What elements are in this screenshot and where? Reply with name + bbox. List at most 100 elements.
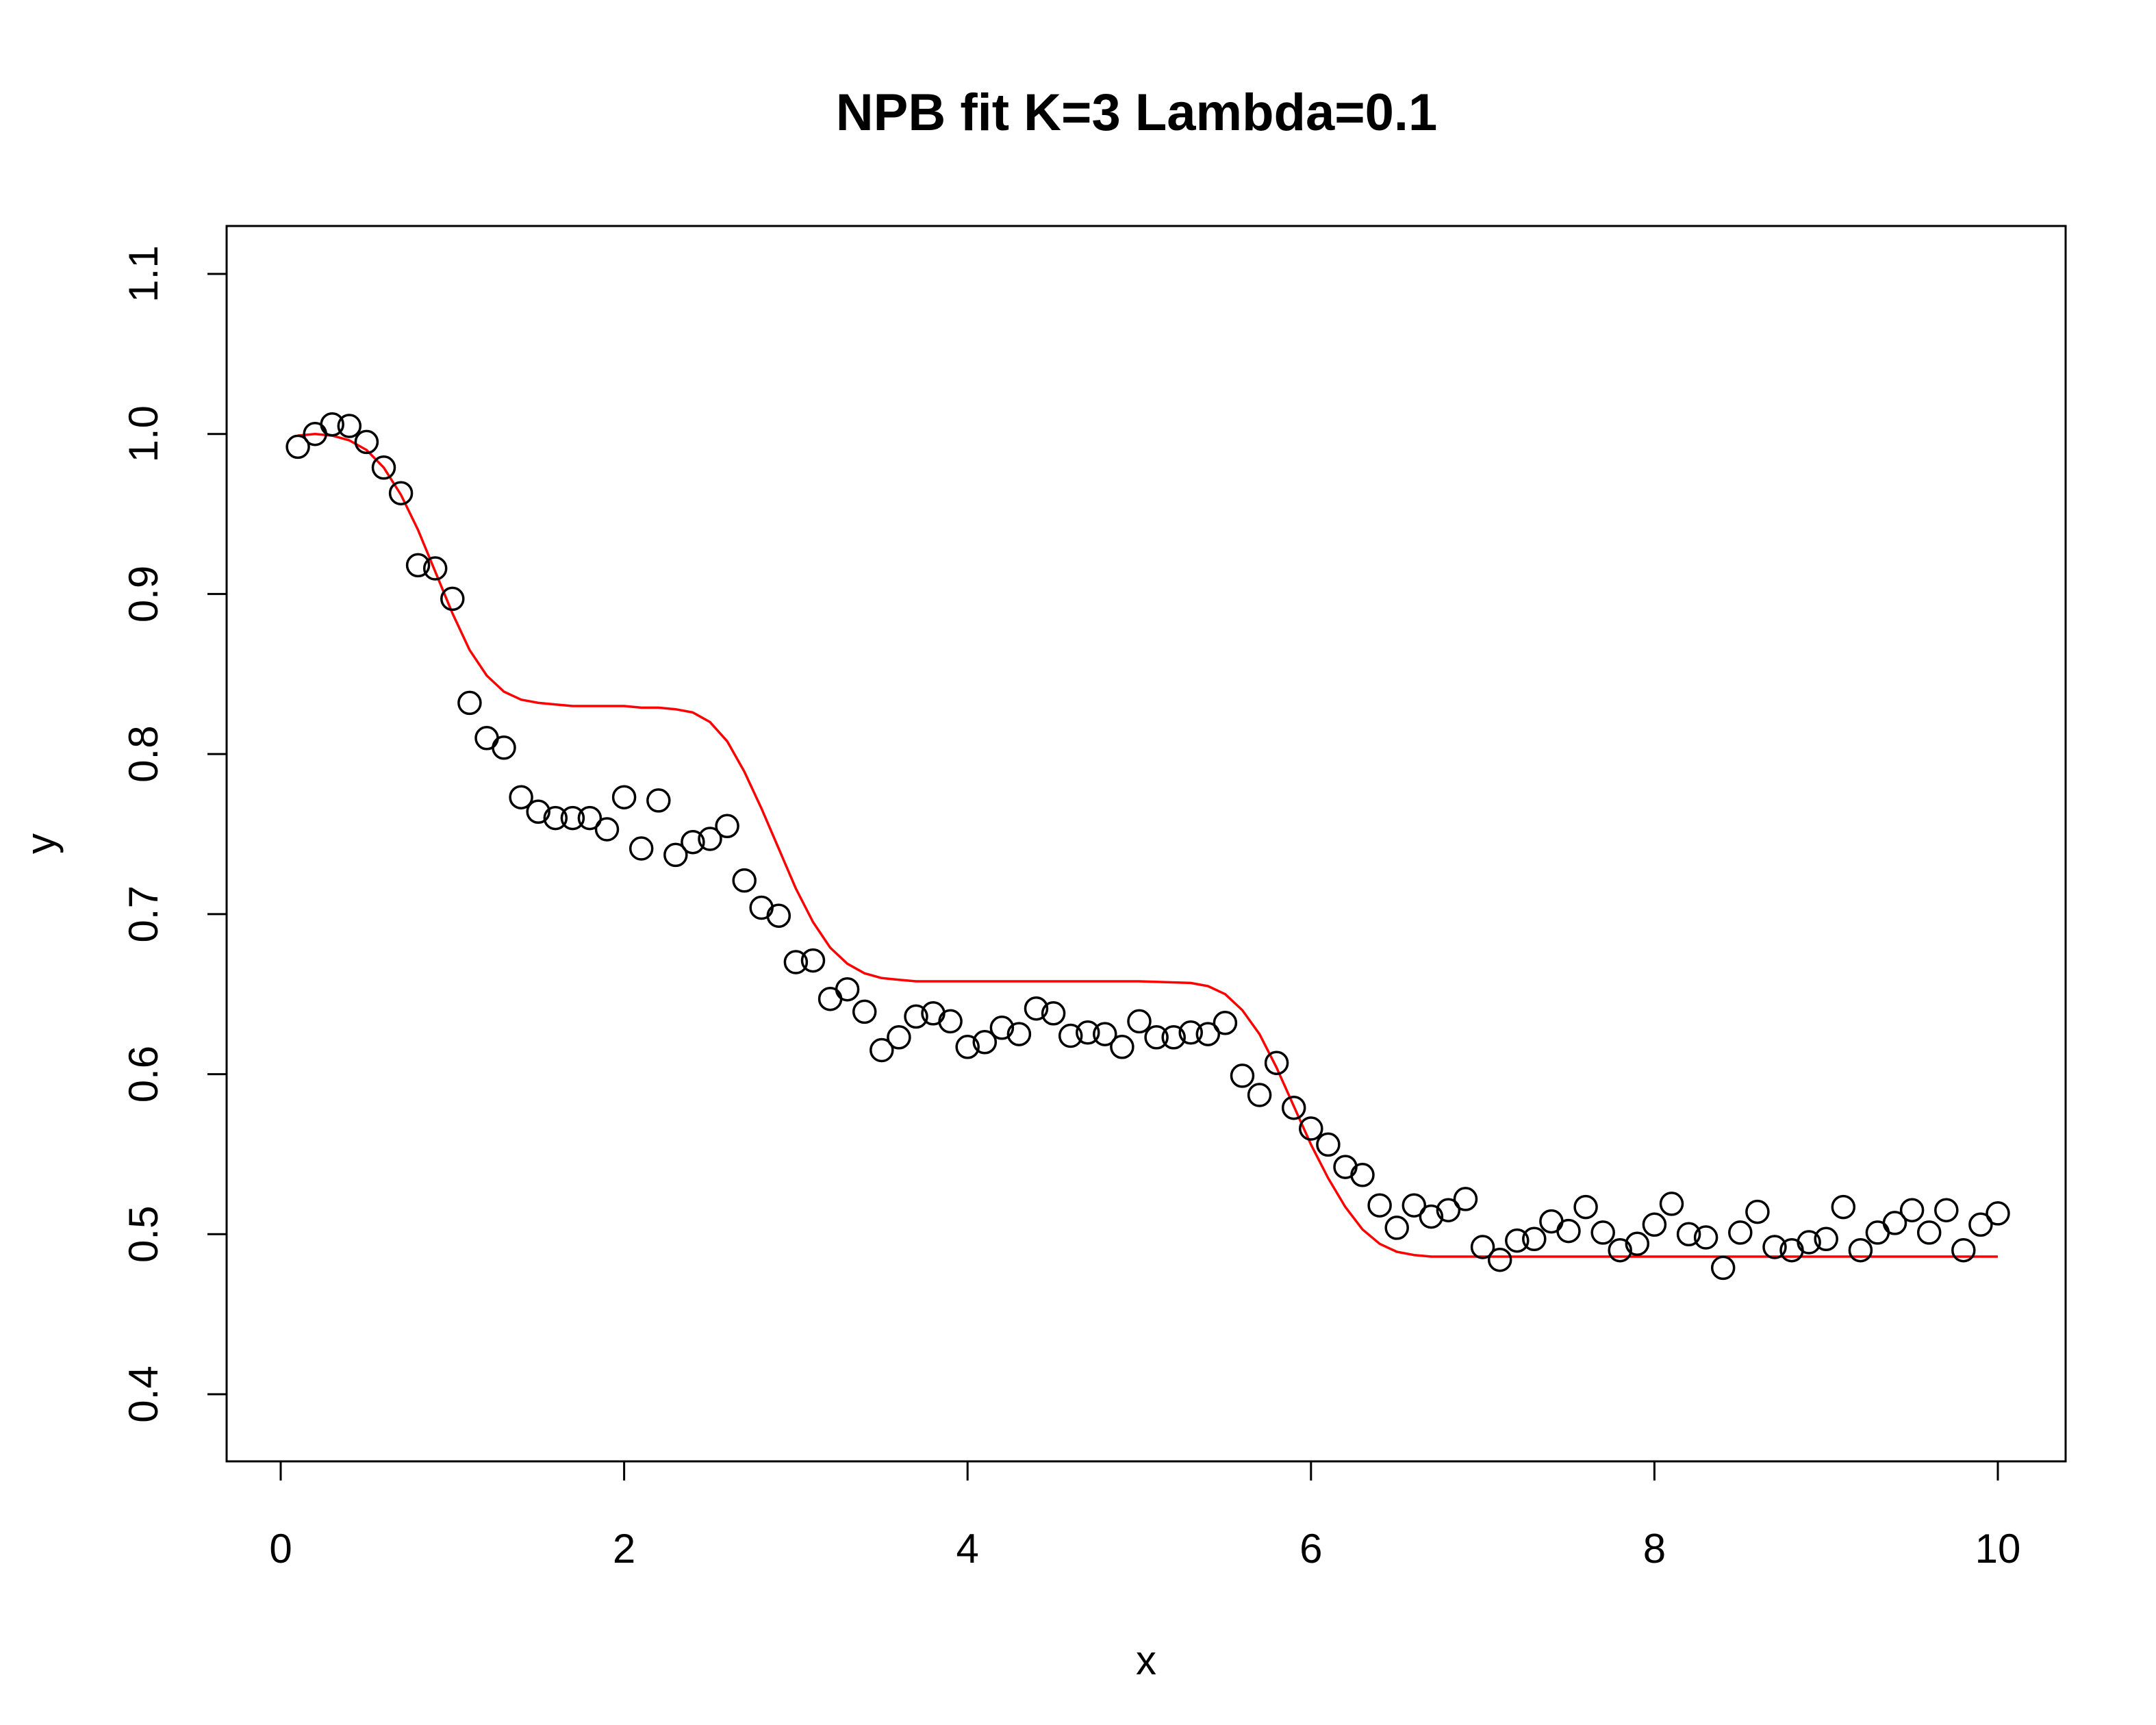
- data-point: [320, 412, 344, 437]
- fit-line: [297, 432, 1998, 1258]
- x-tick-label: 0: [269, 1526, 292, 1572]
- data-point: [371, 455, 396, 480]
- data-point: [1745, 1199, 1770, 1224]
- data-point: [852, 999, 877, 1024]
- data-point: [1316, 1132, 1341, 1157]
- y-tick-label: 0.8: [121, 725, 166, 782]
- data-point: [1487, 1247, 1512, 1272]
- x-tick-label: 4: [956, 1526, 979, 1572]
- data-point: [1230, 1063, 1255, 1088]
- data-point: [594, 817, 620, 842]
- data-point: [1453, 1187, 1478, 1211]
- chart-title: NPB fit K=3 Lambda=0.1: [836, 84, 1438, 142]
- data-point: [904, 1004, 928, 1029]
- data-point: [1556, 1218, 1581, 1244]
- plot-frame: [225, 225, 2067, 1463]
- data-point: [457, 690, 482, 716]
- data-point: [405, 553, 431, 578]
- x-axis-label: x: [1136, 1637, 1156, 1683]
- data-point: [646, 788, 671, 813]
- y-tick-label: 0.4: [121, 1365, 166, 1422]
- data-point: [783, 950, 809, 974]
- data-point: [492, 735, 516, 760]
- data-point: [870, 1037, 894, 1063]
- data-point: [1436, 1198, 1461, 1222]
- data-point: [817, 986, 843, 1011]
- data-point: [1882, 1211, 1907, 1235]
- data-point: [1676, 1222, 1701, 1247]
- data-point: [577, 805, 603, 831]
- data-point: [663, 842, 688, 868]
- data-point: [560, 805, 585, 831]
- data-point: [1573, 1194, 1598, 1220]
- data-point: [1024, 996, 1049, 1021]
- data-point: [887, 1025, 911, 1050]
- data-point: [1333, 1155, 1358, 1179]
- data-point: [526, 799, 550, 824]
- data-point: [698, 827, 722, 851]
- data-point: [1058, 1023, 1083, 1048]
- y-axis-label: y: [18, 833, 64, 854]
- data-point: [1934, 1198, 1959, 1222]
- y-tick-label: 0.7: [121, 885, 166, 942]
- data-point: [1264, 1050, 1289, 1075]
- data-point: [1350, 1163, 1375, 1187]
- data-point: [509, 785, 533, 809]
- data-point: [1797, 1230, 1821, 1255]
- data-point: [1814, 1226, 1838, 1252]
- data-point: [800, 948, 826, 973]
- data-point: [766, 903, 791, 928]
- data-point: [1865, 1220, 1890, 1245]
- y-tick-label: 1.0: [121, 405, 166, 462]
- data-point: [1402, 1193, 1427, 1218]
- data-point: [938, 1009, 963, 1034]
- data-point: [1076, 1020, 1100, 1045]
- data-point: [474, 726, 499, 751]
- data-point: [1247, 1083, 1272, 1107]
- data-point: [1642, 1212, 1667, 1237]
- data-point: [1367, 1193, 1392, 1218]
- data-point: [440, 586, 465, 612]
- data-point: [1144, 1025, 1169, 1050]
- x-axis: 0 2 4 6 8 10: [269, 1460, 2020, 1572]
- y-tick-label: 0.6: [121, 1046, 166, 1103]
- data-point: [1899, 1198, 1925, 1222]
- y-tick-label: 0.5: [121, 1206, 166, 1263]
- data-point: [354, 429, 379, 455]
- data-point: [1762, 1235, 1787, 1259]
- x-tick-label: 2: [613, 1526, 635, 1572]
- data-point: [1299, 1116, 1323, 1141]
- data-point: [611, 785, 637, 809]
- data-point: [1178, 1020, 1203, 1045]
- data-point: [629, 836, 654, 861]
- data-point: [749, 895, 774, 920]
- data-point: [1281, 1095, 1306, 1120]
- data-point: [1916, 1220, 1942, 1245]
- data-point: [732, 868, 757, 893]
- data-point: [1625, 1231, 1650, 1257]
- data-point: [1161, 1025, 1186, 1050]
- data-point: [1539, 1209, 1564, 1234]
- data-point: [1110, 1035, 1134, 1059]
- data-point: [1093, 1022, 1117, 1046]
- data-point: [1505, 1228, 1530, 1253]
- data-point: [989, 1016, 1015, 1040]
- data-point: [1848, 1237, 1873, 1263]
- data-point: [1006, 1022, 1032, 1046]
- data-point: [1127, 1009, 1152, 1034]
- data-point: [543, 805, 568, 831]
- y-tick-label: 0.9: [121, 566, 166, 622]
- data-point: [1693, 1225, 1719, 1250]
- data-point: [1608, 1237, 1632, 1263]
- data-point: [388, 481, 414, 505]
- data-points-layer: [286, 412, 2010, 1281]
- data-point: [1951, 1237, 1976, 1263]
- data-point: [1590, 1220, 1615, 1245]
- data-point: [835, 977, 860, 1002]
- data-point: [1470, 1235, 1495, 1259]
- data-point: [1986, 1201, 2010, 1226]
- data-point: [1195, 1022, 1221, 1046]
- data-point: [1968, 1212, 1993, 1237]
- data-point: [1659, 1192, 1684, 1216]
